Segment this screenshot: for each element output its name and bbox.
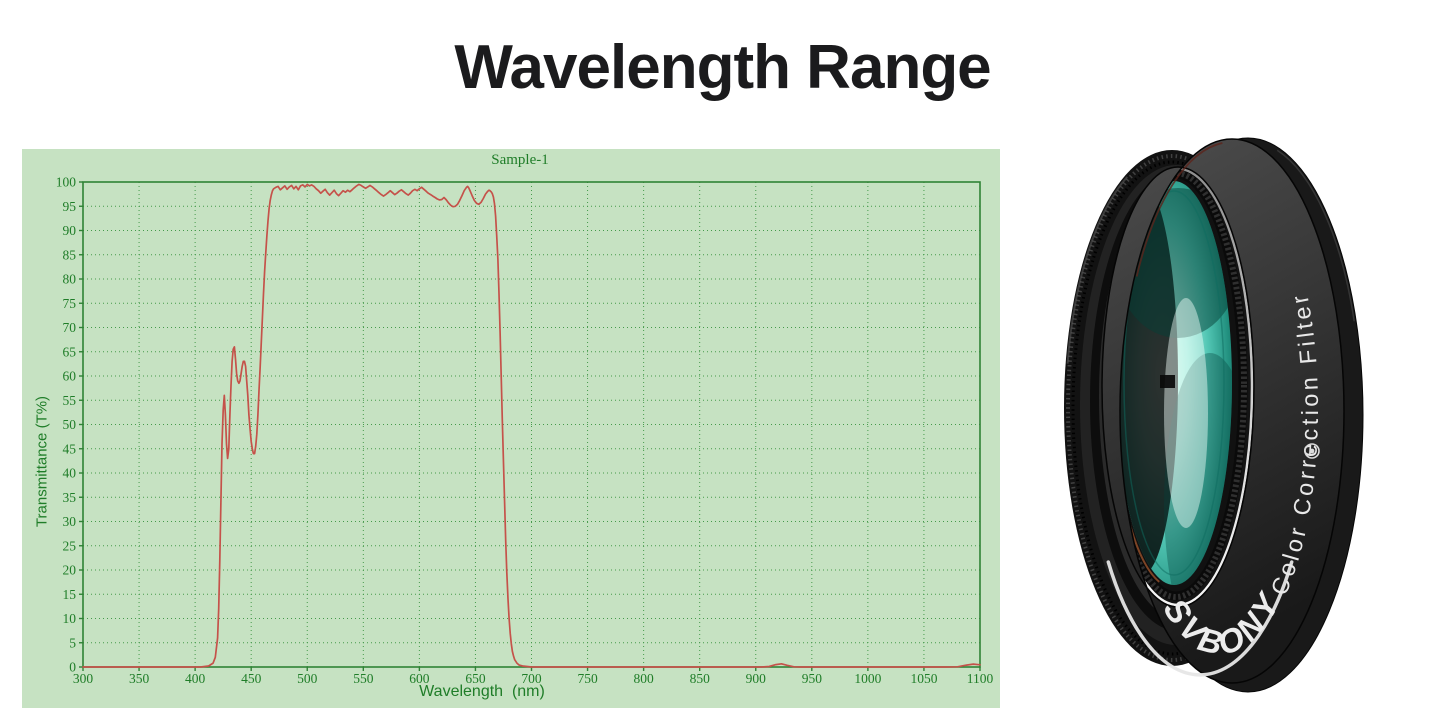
page-title: Wavelength Range (454, 33, 991, 102)
y-axis-tick-labels: 0 5 10 15 20 25 30 35 40 45 50 55 60 65 70 75 80 85 90 95 10… (56, 175, 77, 675)
filter-text-band (1101, 138, 1345, 684)
y-tick-label: 25 (63, 538, 77, 553)
spanner-notch-right (1160, 375, 1175, 388)
glass-bottom-shade (1164, 353, 1232, 585)
y-tick-label: 15 (63, 587, 77, 602)
x-tick-label: 400 (185, 671, 206, 686)
y-tick-label: 5 (69, 635, 76, 650)
x-tick-label: 650 (465, 671, 486, 686)
y-tick-label: 65 (63, 344, 77, 359)
y-tick-label: 40 (63, 466, 77, 481)
back-rim-highlight (1276, 149, 1355, 322)
x-tick-label: 800 (634, 671, 655, 686)
glass-highlight (1164, 298, 1208, 528)
x-tick-label: 500 (297, 671, 318, 686)
transmittance-chart-panel: Sample-1 300 350 400 450 500 550 600 650 700 750 8… (22, 149, 1000, 708)
x-tick-label: 550 (353, 671, 374, 686)
glass-inner-reflection (1123, 190, 1225, 576)
y-tick-label: 55 (63, 393, 77, 408)
x-tick-label: 950 (802, 671, 823, 686)
x-tick-label: 900 (746, 671, 767, 686)
chart-sample-title: Sample-1 (491, 152, 549, 168)
y-tick-label: 60 (63, 369, 77, 384)
y-axis-title: Transmittance (T%) (33, 395, 51, 528)
x-tick-label: 350 (129, 671, 150, 686)
x-axis-title: Wavelength (nm) (419, 683, 545, 700)
y-tick-label: 45 (63, 441, 77, 456)
spectral-transmittance-curve (82, 183, 981, 668)
x-tick-label: 450 (241, 671, 262, 686)
y-tick-label: 35 (63, 490, 77, 505)
x-tick-label: 1000 (854, 671, 881, 686)
band-red-reflection (1135, 142, 1223, 277)
x-tick-label: 850 (690, 671, 711, 686)
knurl-sheen (1066, 176, 1128, 364)
y-tick-label: 80 (63, 272, 77, 287)
x-tick-label: 750 (577, 671, 598, 686)
y-tick-label: 0 (69, 660, 76, 675)
y-tick-label: 30 (63, 514, 77, 529)
transmittance-chart: 300 350 400 450 500 550 600 650 700 750 800 850 900 9… (56, 175, 994, 687)
serration-teeth (1105, 170, 1247, 600)
x-tick-label: 1050 (910, 671, 937, 686)
x-tick-label: 700 (521, 671, 542, 686)
filter-illustration: Color Correction Filter SVBONY (1064, 137, 1364, 693)
brand-logo-icon (1304, 443, 1320, 459)
x-axis-tick-labels: 300 350 400 450 500 550 600 650 700 750 800 850 900 9… (73, 671, 994, 686)
y-tick-label: 50 (63, 417, 77, 432)
chart-gridlines (83, 182, 980, 667)
y-tick-label: 20 (63, 563, 77, 578)
axis-tick-marks (79, 181, 981, 671)
x-tick-label: 1100 (967, 671, 994, 686)
x-tick-label: 300 (73, 671, 94, 686)
y-tick-label: 95 (63, 199, 77, 214)
x-tick-label: 600 (409, 671, 430, 686)
bottom-silver-edge (1106, 560, 1294, 677)
y-tick-label: 10 (63, 611, 77, 626)
filter-product-image: Color Correction Filter SVBONY (1060, 133, 1370, 698)
y-tick-label: 85 (63, 247, 77, 262)
y-tick-label: 75 (63, 296, 77, 311)
y-tick-label: 90 (63, 223, 77, 238)
y-tick-label: 70 (63, 320, 77, 335)
y-tick-label: 100 (56, 175, 77, 190)
